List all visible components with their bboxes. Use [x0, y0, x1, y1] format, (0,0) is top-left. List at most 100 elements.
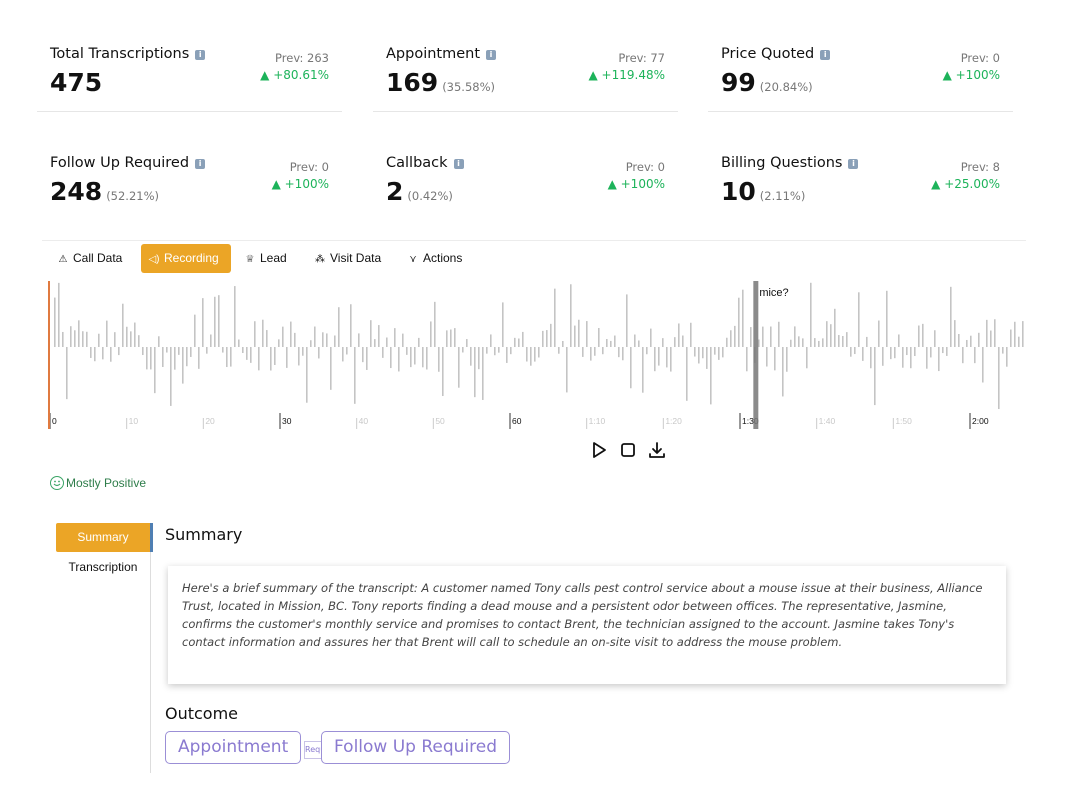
up-arrow-icon: ▲ — [588, 68, 598, 82]
waveform-playhead[interactable] — [753, 281, 759, 429]
waveform-bar — [298, 347, 300, 366]
waveform-bar — [230, 347, 232, 367]
waveform-bar — [666, 347, 668, 368]
waveform-bar — [334, 335, 336, 347]
waveform-bar — [390, 347, 392, 369]
stat-value: 248 (52.21%) — [50, 177, 160, 206]
waveform-bar — [654, 347, 656, 372]
waveform-bar — [638, 340, 640, 347]
waveform-bar — [1010, 329, 1012, 347]
stop-icon[interactable] — [618, 440, 638, 460]
up-arrow-icon: ▲ — [260, 68, 270, 82]
waveform-start-cursor — [48, 281, 50, 429]
waveform-bar — [586, 321, 588, 347]
waveform-bar — [926, 347, 928, 369]
tab-actions[interactable]: ⋎ Actions — [406, 244, 462, 273]
up-arrow-icon: ▲ — [271, 177, 281, 191]
waveform-bar — [778, 321, 780, 347]
up-arrow-icon: ▲ — [931, 177, 941, 191]
waveform-bar — [490, 334, 492, 347]
waveform-bar — [546, 330, 548, 347]
tab-call-data[interactable]: ⚠ Call Data — [56, 244, 123, 273]
summary-heading: Summary — [165, 525, 243, 544]
waveform-bar — [270, 347, 272, 371]
waveform-bar — [810, 282, 812, 347]
waveform-bar — [338, 307, 340, 347]
sidenav-summary[interactable]: Summary — [56, 523, 153, 552]
waveform-bar — [422, 347, 424, 368]
waveform-bar — [530, 347, 532, 366]
waveform-bar — [574, 325, 576, 347]
waveform-bar — [506, 347, 508, 363]
info-icon[interactable]: i — [820, 50, 831, 60]
tab-bar: ⚠ Call Data ◁) Recording ♕ Lead ⁂ Visit Data… — [42, 240, 1026, 273]
waveform-bar — [962, 347, 964, 364]
waveform-bar — [370, 320, 372, 347]
waveform-bar — [78, 320, 80, 347]
waveform-bar — [534, 347, 536, 362]
outcome-chip-follow-up-required[interactable]: Follow Up Required — [321, 731, 511, 764]
waveform-bar — [542, 330, 544, 347]
warning-icon: ⚠ — [58, 254, 68, 265]
waveform-bar — [182, 347, 184, 384]
waveform-bar — [834, 308, 836, 347]
play-icon[interactable] — [589, 440, 609, 460]
info-icon[interactable]: i — [195, 159, 206, 169]
stat-card-callback: Callback i 2 (0.42%) Prev: 0 ▲ +100% — [373, 147, 678, 220]
waveform-bar — [642, 347, 644, 393]
waveform-bar — [326, 333, 328, 347]
tab-visit-data[interactable]: ⁂ Visit Data — [313, 244, 381, 273]
stat-delta: ▲ +25.00% — [931, 177, 1000, 191]
tab-lead[interactable]: ♕ Lead — [243, 244, 287, 273]
waveform-bar — [766, 347, 768, 367]
tab-recording[interactable]: ◁) Recording — [141, 244, 231, 273]
stat-title: Price Quoted i — [721, 46, 831, 62]
info-icon[interactable]: i — [195, 50, 206, 60]
waveform-bar — [342, 347, 344, 362]
waveform-bar — [626, 294, 628, 347]
waveform-bar — [366, 347, 368, 370]
waveform-bar — [114, 332, 116, 347]
waveform-bar — [446, 330, 448, 347]
waveform-bars — [54, 282, 1024, 410]
waveform-bar — [402, 333, 404, 347]
waveform-bar — [434, 301, 436, 347]
timeline-tick-label: 1:20 — [665, 416, 682, 426]
waveform-bar — [314, 326, 316, 347]
info-icon[interactable]: i — [848, 159, 859, 169]
waveform-bar — [218, 295, 220, 347]
waveform-bar — [786, 347, 788, 372]
stat-title: Appointment i — [386, 46, 497, 62]
waveform-bar — [874, 347, 876, 406]
stat-delta: ▲ +80.61% — [260, 68, 329, 82]
waveform-bar — [1014, 321, 1016, 347]
timeline-tick-label: 50 — [435, 416, 445, 426]
audio-icon: ◁) — [148, 254, 160, 265]
waveform-bar — [250, 347, 252, 363]
waveform-bar — [382, 347, 384, 358]
waveform-bar — [514, 337, 516, 347]
audio-waveform[interactable]: 0 10 20 30 40 50 60 1:10 1:20 1:30 1:40 1:50 2:00 mi… — [48, 281, 1026, 431]
waveform-bar — [918, 325, 920, 347]
waveform-bar — [762, 326, 764, 347]
waveform-bar — [750, 327, 752, 347]
timeline-tick-label: 2:00 — [972, 416, 989, 426]
download-icon[interactable] — [647, 440, 667, 460]
stat-card-follow-up-required: Follow Up Required i 248 (52.21%) Prev: 0 … — [37, 147, 342, 220]
info-icon[interactable]: i — [453, 159, 464, 169]
waveform-bar — [670, 347, 672, 372]
waveform-bar — [794, 326, 796, 347]
waveform-bar — [206, 347, 208, 354]
waveform-bar — [714, 347, 716, 355]
info-icon[interactable]: i — [486, 50, 497, 60]
waveform-bar — [550, 323, 552, 347]
waveform-bar — [730, 330, 732, 347]
waveform-bar — [398, 347, 400, 372]
waveform-bar — [594, 347, 596, 356]
sidenav-transcription[interactable]: Transcription — [68, 560, 138, 574]
waveform-bar — [90, 347, 92, 358]
waveform-bar — [898, 334, 900, 347]
waveform-bar — [194, 314, 196, 347]
waveform-bar — [878, 320, 880, 347]
outcome-chip-appointment[interactable]: Appointment — [165, 731, 302, 764]
